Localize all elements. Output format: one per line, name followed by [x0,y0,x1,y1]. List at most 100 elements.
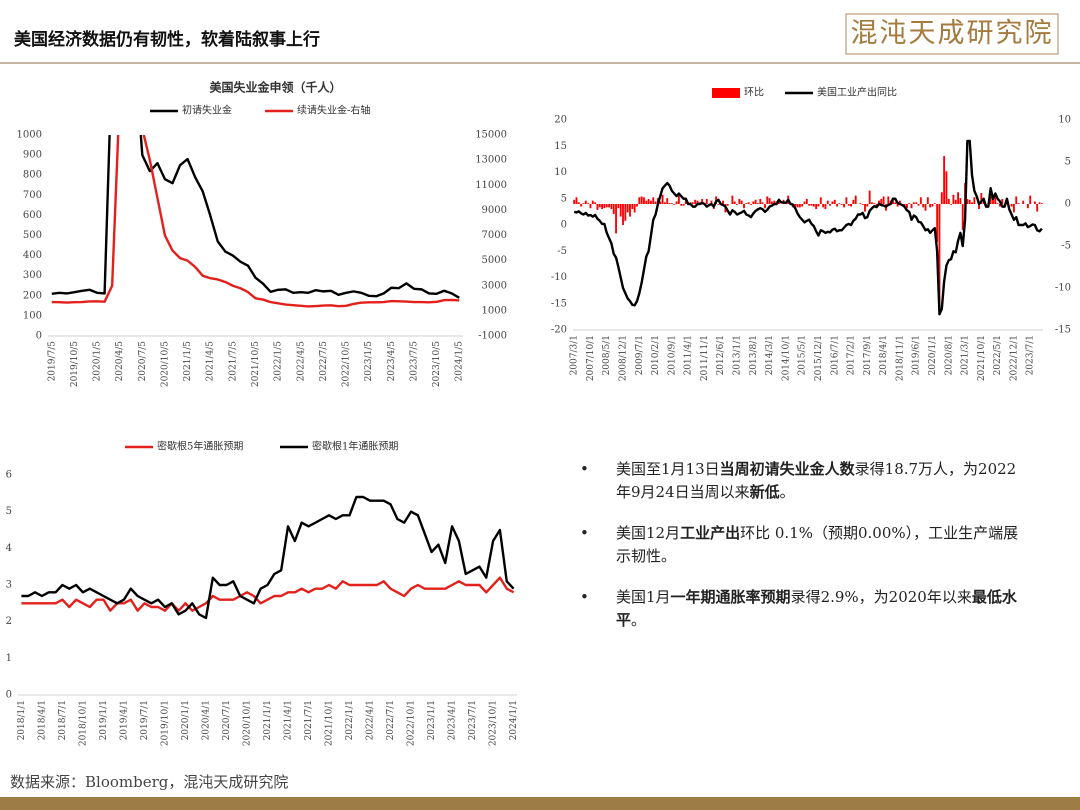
y2-tick-label: 1000 [482,305,507,316]
bar [819,197,822,204]
y-tick-label: 600 [23,210,42,221]
bar [940,192,943,204]
bar [950,204,953,205]
bullet-text: 美国至1月13日 [616,460,720,478]
bar [833,199,836,204]
line-series [21,576,515,612]
x-tick-label: 2015/5/1 [798,335,808,375]
bar [831,201,834,204]
bar [654,201,657,204]
bar [875,204,878,206]
x-tick-label: 2014/3/1 [765,335,775,375]
x-tick-label: 2024/1/5 [455,341,465,382]
x-tick-label: 2017/2/1 [847,335,857,375]
bar [722,200,725,204]
legend-label: 初请失业金 [182,104,232,117]
bar [929,204,932,208]
y2-tick-label: 5000 [482,255,507,266]
bar [645,200,648,204]
bar [603,204,606,209]
bar [677,195,680,204]
y-tick-label: 0 [561,220,567,231]
y-tick-label: 100 [23,310,42,321]
bar [801,204,804,207]
bar [701,198,704,204]
bar [666,198,669,204]
x-tick-label: 2007/3/1 [570,335,580,375]
bar [957,192,960,204]
legend-swatch [712,88,740,98]
x-tick-label: 2020/1/5 [93,341,103,382]
bar [608,204,610,208]
bar [931,204,934,207]
x-tick-label: 2017/9/1 [863,335,873,375]
bar [812,204,815,207]
x-tick-label: 2020/1/1 [181,700,191,740]
x-tick-label: 2022/1/5 [274,341,284,382]
x-tick-label: 2022/5/1 [993,335,1003,375]
bar [845,197,848,204]
x-tick-label: 2013/8/1 [749,335,759,375]
bar [591,200,594,204]
bar [726,204,729,206]
bar [733,201,736,204]
bar [961,204,964,231]
x-tick-label: 2020/7/1 [222,700,232,740]
bar [971,202,973,204]
legend-label: 续请失业金-右轴 [297,104,370,117]
x-tick-label: 2009/7/1 [635,335,645,375]
y-tick-label: -5 [557,246,567,257]
x-tick-label: 2021/1/5 [183,341,193,382]
bar [1015,196,1018,204]
bar [761,202,764,204]
bar [596,204,599,210]
bar [587,203,590,204]
bar [615,204,617,234]
bar [577,202,580,204]
y2-tick-label: -5 [1061,241,1071,252]
bar [798,204,801,208]
x-tick-label: 2021/4/1 [284,700,294,740]
logo-frame [845,13,1059,55]
bullet-text: 美国12月 [616,524,681,542]
bar [919,197,922,204]
bar [1017,203,1020,204]
bar [836,204,839,207]
y2-tick-label: -15 [1055,325,1071,336]
x-tick-label: 2021/4/5 [206,341,216,382]
y-tick-label: 10 [554,167,567,178]
bar [896,204,899,207]
y-tick-label: 800 [23,170,42,181]
bar [752,201,755,204]
x-tick-label: 2013/1/1 [733,335,743,375]
bar [880,198,883,204]
legend-label: 美国工业产出同比 [817,86,897,99]
y-tick-label: 900 [23,150,42,161]
bar [705,198,708,204]
bar [910,204,913,209]
x-tick-label: 2023/10/5 [432,341,442,387]
bar [794,204,797,207]
x-tick-label: 2018/4/1 [879,335,889,375]
bar [633,204,636,213]
bar [650,200,652,204]
bar [803,201,806,204]
y-tick-label: 200 [23,290,42,301]
bar [710,200,713,204]
bar [852,199,855,204]
bullet-text: 最低水平 [616,588,1017,629]
bar [1033,201,1036,204]
x-tick-label: 2022/10/5 [342,341,352,387]
legend-label: 密歇根1年通胀预期 [312,440,398,453]
bar [619,204,622,217]
bar [822,204,825,208]
y-tick-label: 400 [23,250,42,261]
bar [759,198,762,204]
bar [661,194,664,204]
bar [605,204,608,208]
bar [912,202,915,204]
x-tick-label: 2016/7/1 [830,335,840,375]
y2-tick-label: 3000 [482,280,507,291]
x-tick-label: 2022/4/5 [296,341,306,382]
bar [731,195,734,204]
